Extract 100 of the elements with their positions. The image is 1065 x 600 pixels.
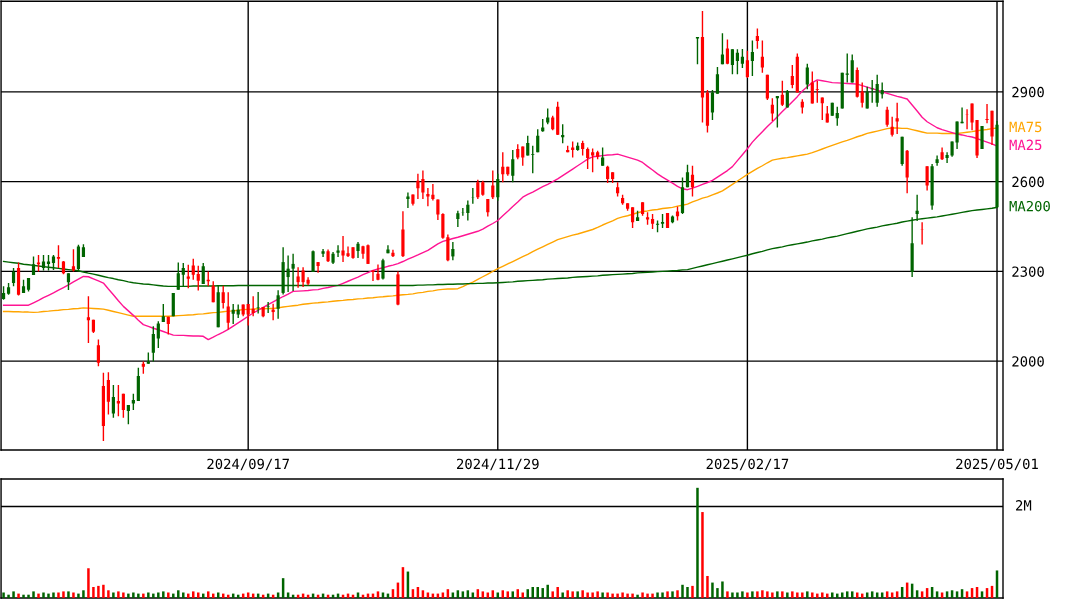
x-tick-label: 2025/02/17: [706, 458, 789, 471]
bar: [32, 591, 35, 598]
candlestick: [755, 27, 759, 50]
candlestick: [151, 325, 155, 363]
bar: [816, 593, 819, 598]
bar: [591, 592, 594, 598]
bar: [147, 592, 150, 598]
bar: [167, 592, 170, 598]
bar: [696, 487, 699, 598]
candlestick: [86, 295, 91, 344]
bar: [142, 593, 145, 598]
bar: [766, 591, 769, 598]
bar: [826, 593, 829, 598]
bar: [132, 592, 135, 598]
x-tick-label: 2025/05/01: [956, 458, 1038, 471]
candlestick: [446, 233, 450, 262]
bar: [631, 593, 634, 598]
candlestick: [740, 48, 744, 69]
bar: [746, 592, 749, 598]
candlestick: [106, 371, 110, 416]
candlestick: [376, 263, 380, 282]
bar: [681, 584, 684, 598]
candlestick: [11, 267, 16, 288]
bar: [836, 593, 839, 598]
bar: [172, 593, 175, 598]
candlestick: [126, 404, 130, 425]
bar: [2, 592, 5, 598]
candlestick: [76, 244, 81, 273]
bar: [526, 589, 529, 598]
bar: [641, 592, 644, 598]
candlestick: [875, 74, 879, 108]
candlestick: [371, 269, 375, 282]
y-tick-label: 2300: [1012, 266, 1044, 277]
bar: [22, 594, 25, 598]
bar: [676, 590, 679, 598]
candlestick: [201, 262, 205, 285]
bar: [721, 581, 724, 598]
y-tick-label: 2600: [1012, 176, 1044, 188]
bar: [601, 592, 604, 598]
bar: [152, 593, 155, 598]
candlestick: [406, 191, 410, 209]
candlestick: [730, 48, 735, 75]
bar: [741, 591, 744, 598]
candlestick: [745, 50, 749, 79]
candlestick: [276, 289, 280, 320]
bar: [82, 590, 85, 598]
bar: [671, 591, 674, 598]
bar: [162, 591, 165, 598]
candlestick: [226, 291, 230, 331]
bar: [781, 591, 784, 598]
candlestick: [31, 255, 36, 276]
bar: [531, 586, 534, 598]
y-tick-label: 2000: [1012, 356, 1044, 367]
candlestick: [56, 244, 61, 269]
bar: [197, 592, 200, 598]
bar: [57, 592, 60, 598]
candlestick: [780, 80, 784, 107]
bar: [716, 588, 719, 598]
bar: [187, 593, 190, 598]
candlestick: [426, 187, 430, 207]
bar: [157, 592, 160, 598]
candlestick: [316, 261, 320, 274]
x-tick-label: 2024/11/29: [457, 458, 539, 471]
bar: [756, 591, 759, 598]
bar: [122, 592, 125, 598]
bar: [666, 591, 669, 598]
bar: [27, 594, 30, 598]
candlestick: [221, 285, 225, 310]
bar: [831, 592, 834, 598]
candlestick: [586, 146, 590, 170]
bar: [796, 592, 799, 598]
bar: [661, 592, 664, 598]
bar: [546, 584, 549, 598]
bar: [586, 592, 589, 598]
bar: [786, 592, 789, 598]
bar: [47, 593, 50, 598]
candlestick: [765, 74, 769, 101]
bar: [801, 592, 804, 598]
bar: [566, 590, 569, 598]
candlestick: [71, 248, 76, 273]
bar: [711, 582, 714, 598]
bar: [107, 590, 110, 598]
candlestick: [511, 149, 515, 183]
bar: [42, 592, 45, 598]
bar: [17, 593, 20, 598]
candlestick: [531, 145, 535, 174]
bar: [137, 593, 140, 598]
candlestick: [256, 291, 260, 315]
candlestick: [810, 70, 814, 105]
candlestick: [865, 86, 869, 110]
bar: [621, 592, 624, 598]
y-tick-label: 2900: [1012, 86, 1044, 98]
bar: [192, 591, 195, 598]
candlestick: [496, 173, 500, 202]
series-label: MA25: [1009, 139, 1042, 151]
candlestick: [116, 384, 120, 417]
bar: [561, 592, 564, 598]
bar: [726, 591, 729, 598]
bar: [581, 590, 584, 598]
bar: [806, 591, 809, 598]
